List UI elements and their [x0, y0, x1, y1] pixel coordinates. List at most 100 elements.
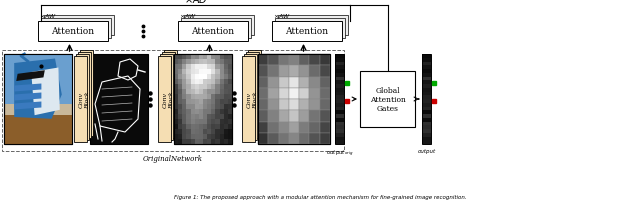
Bar	[203, 70, 207, 75]
Bar	[158, 57, 171, 142]
Bar	[422, 122, 431, 126]
Bar	[182, 70, 186, 75]
Bar	[178, 124, 182, 129]
Bar	[195, 94, 199, 100]
Bar	[191, 75, 195, 80]
Bar	[224, 114, 228, 119]
Bar	[186, 104, 191, 110]
Bar	[182, 139, 186, 144]
Bar	[289, 55, 299, 66]
Bar	[216, 90, 220, 94]
Bar	[199, 100, 203, 104]
Bar	[178, 55, 182, 60]
Bar	[199, 134, 203, 139]
Bar	[228, 80, 232, 85]
Bar	[4, 116, 72, 144]
Bar	[320, 122, 330, 133]
Bar	[220, 94, 224, 100]
Bar	[182, 110, 186, 114]
Bar	[182, 100, 186, 104]
Bar	[216, 129, 220, 134]
Bar	[422, 88, 431, 92]
Bar	[207, 65, 211, 70]
Bar	[335, 111, 344, 114]
Bar	[186, 134, 191, 139]
Bar	[186, 55, 191, 60]
Bar	[174, 110, 178, 114]
Bar	[289, 122, 299, 133]
Bar	[220, 129, 224, 134]
Bar	[211, 100, 216, 104]
Bar	[228, 60, 232, 65]
Bar	[178, 94, 182, 100]
Bar	[178, 110, 182, 114]
Bar	[220, 60, 224, 65]
Bar	[195, 134, 199, 139]
Bar	[309, 133, 320, 144]
Bar	[335, 62, 344, 66]
Bar	[216, 119, 220, 124]
Bar	[203, 110, 207, 114]
Bar	[203, 94, 207, 100]
Text: $\times AD$: $\times AD$	[184, 0, 207, 5]
Polygon shape	[14, 59, 62, 119]
Bar	[228, 75, 232, 80]
Bar	[199, 129, 203, 134]
Bar	[195, 110, 199, 114]
Bar	[422, 129, 431, 133]
Bar	[195, 90, 199, 94]
Bar	[178, 139, 182, 144]
Bar	[216, 134, 220, 139]
Bar	[335, 81, 344, 85]
Bar	[224, 60, 228, 65]
Bar	[182, 94, 186, 100]
Bar	[178, 100, 182, 104]
Bar	[220, 85, 224, 90]
Bar	[207, 134, 211, 139]
Bar	[422, 73, 431, 77]
Bar	[178, 70, 182, 75]
Text: Conv
Block: Conv Block	[163, 91, 174, 108]
Bar	[335, 126, 344, 129]
Bar	[224, 85, 228, 90]
Bar	[211, 80, 216, 85]
Bar	[211, 75, 216, 80]
Bar	[299, 122, 309, 133]
Bar	[335, 70, 344, 73]
Bar	[191, 94, 195, 100]
Bar	[335, 100, 344, 103]
Bar	[203, 90, 207, 94]
Bar	[224, 129, 228, 134]
Bar	[41, 19, 111, 39]
Polygon shape	[248, 51, 261, 136]
Bar	[191, 110, 195, 114]
Bar	[178, 80, 182, 85]
Text: output: output	[417, 148, 436, 153]
Bar	[289, 133, 299, 144]
Bar	[278, 122, 289, 133]
Bar	[422, 111, 431, 114]
Bar	[228, 139, 232, 144]
Bar	[174, 85, 178, 90]
Bar	[220, 114, 224, 119]
Bar	[299, 88, 309, 100]
Bar	[335, 103, 344, 107]
Bar	[174, 55, 232, 144]
Bar	[186, 85, 191, 90]
Bar	[228, 100, 232, 104]
Bar	[182, 90, 186, 94]
Bar	[195, 85, 199, 90]
Bar	[182, 75, 186, 80]
Bar	[207, 110, 211, 114]
Bar	[191, 85, 195, 90]
Bar	[211, 104, 216, 110]
Bar	[174, 60, 178, 65]
Bar	[191, 55, 195, 60]
Bar	[199, 119, 203, 124]
Bar	[207, 94, 211, 100]
Bar	[220, 139, 224, 144]
Bar	[74, 57, 87, 142]
Bar	[228, 104, 232, 110]
Bar	[268, 100, 278, 111]
Bar	[258, 55, 268, 66]
